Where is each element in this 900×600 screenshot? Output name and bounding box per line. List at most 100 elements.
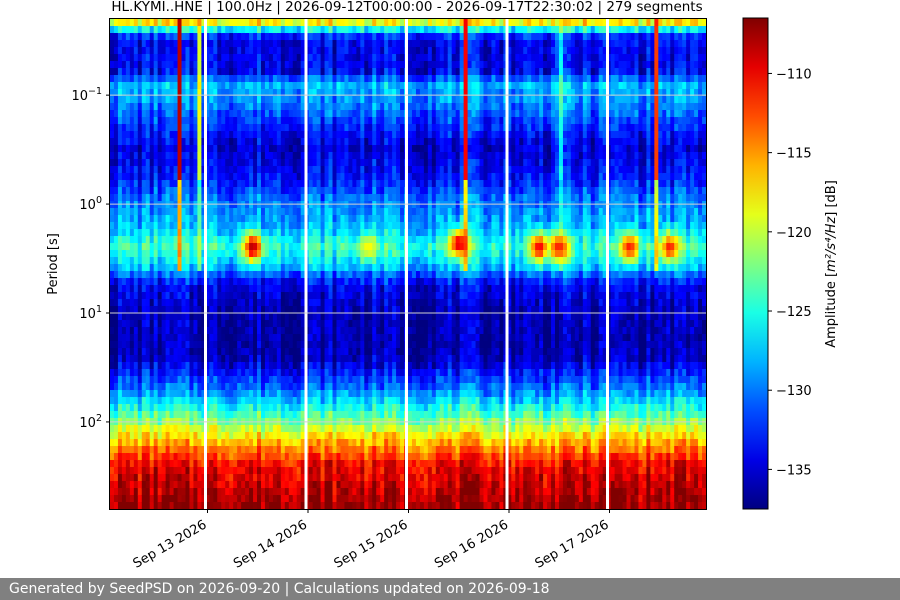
heatmap-cell bbox=[388, 404, 393, 412]
heatmap-cell bbox=[157, 376, 163, 384]
heatmap-cell bbox=[217, 264, 222, 272]
heatmap-cell bbox=[384, 124, 389, 132]
heatmap-cell bbox=[332, 236, 338, 244]
heatmap-cell bbox=[110, 117, 115, 125]
heatmap-cell bbox=[264, 138, 270, 146]
heatmap-cell bbox=[233, 117, 238, 125]
heatmap-cell bbox=[117, 474, 123, 482]
heatmap-cell bbox=[380, 250, 385, 258]
heatmap-cell bbox=[288, 348, 294, 356]
heatmap-cell bbox=[368, 362, 373, 370]
heatmap-cell bbox=[121, 495, 127, 503]
heatmap-cell bbox=[292, 446, 298, 454]
heatmap-cell bbox=[292, 117, 298, 125]
heatmap-cell bbox=[177, 348, 183, 356]
heatmap-cell bbox=[221, 313, 226, 321]
heatmap-cell bbox=[110, 236, 115, 244]
heatmap-cell bbox=[312, 341, 318, 349]
heatmap-cell bbox=[253, 110, 258, 118]
heatmap-cell bbox=[189, 348, 195, 356]
heatmap-cell bbox=[272, 26, 278, 34]
heatmap-cell bbox=[320, 292, 326, 300]
heatmap-cell bbox=[356, 75, 361, 83]
heatmap-cell bbox=[181, 467, 187, 475]
heatmap-cell bbox=[260, 334, 266, 342]
heatmap-cell bbox=[344, 215, 349, 223]
heatmap-cell bbox=[352, 390, 357, 398]
heatmap-cell bbox=[356, 299, 361, 307]
heatmap-cell bbox=[189, 313, 195, 321]
heatmap-cell bbox=[328, 152, 334, 160]
heatmap-cell bbox=[161, 334, 167, 342]
heatmap-cell bbox=[257, 75, 262, 83]
heatmap-cell bbox=[149, 89, 155, 97]
heatmap-cell bbox=[125, 33, 131, 41]
heatmap-cell bbox=[121, 390, 127, 398]
heatmap-cell bbox=[209, 299, 214, 307]
heatmap-cell bbox=[312, 257, 318, 265]
heatmap-cell bbox=[296, 411, 302, 419]
heatmap-cell bbox=[149, 117, 155, 125]
heatmap-cell bbox=[209, 40, 214, 48]
heatmap-cell bbox=[392, 152, 397, 160]
heatmap-cell bbox=[276, 138, 282, 146]
heatmap-cell bbox=[276, 467, 282, 475]
heatmap-cell bbox=[110, 411, 115, 419]
heatmap-cell bbox=[249, 250, 254, 258]
heatmap-cell bbox=[245, 271, 250, 279]
heatmap-cell bbox=[225, 264, 230, 272]
heatmap-cell bbox=[388, 285, 393, 293]
heatmap-cell bbox=[312, 313, 318, 321]
heatmap-cell bbox=[312, 243, 318, 251]
heatmap-cell bbox=[336, 138, 342, 146]
heatmap-cell bbox=[129, 341, 135, 349]
heatmap-cell bbox=[372, 194, 377, 202]
heatmap-cell bbox=[384, 201, 389, 209]
heatmap-cell bbox=[257, 481, 262, 489]
heatmap-cell bbox=[173, 117, 179, 125]
heatmap-cell bbox=[165, 138, 171, 146]
heatmap-cell bbox=[137, 222, 143, 230]
heatmap-cell bbox=[344, 236, 349, 244]
heatmap-cell bbox=[364, 257, 369, 265]
heatmap-cell bbox=[308, 327, 314, 335]
heatmap-cell bbox=[268, 236, 274, 244]
heatmap-cell bbox=[332, 299, 338, 307]
heatmap-cell bbox=[249, 68, 254, 76]
heatmap-cell bbox=[320, 397, 326, 405]
heatmap-cell bbox=[197, 201, 202, 209]
heatmap-cell bbox=[360, 285, 365, 293]
heatmap-cell bbox=[372, 376, 377, 384]
heatmap-cell bbox=[372, 320, 377, 328]
heatmap-cell bbox=[241, 243, 246, 251]
heatmap-cell bbox=[324, 257, 330, 265]
heatmap-cell bbox=[300, 474, 306, 482]
heatmap-cell bbox=[117, 103, 123, 111]
heatmap-cell bbox=[320, 229, 326, 237]
heatmap-cell bbox=[332, 306, 338, 314]
heatmap-cell bbox=[356, 348, 361, 356]
heatmap-cell bbox=[110, 222, 115, 230]
heatmap-cell bbox=[340, 40, 346, 48]
heatmap-cell bbox=[205, 131, 210, 139]
heatmap-cell bbox=[169, 383, 175, 391]
heatmap-cell bbox=[209, 124, 214, 132]
heatmap-cell bbox=[125, 397, 131, 405]
heatmap-cell bbox=[372, 131, 377, 139]
heatmap-cell bbox=[117, 439, 123, 447]
heatmap-cell bbox=[284, 124, 290, 132]
heatmap-cell bbox=[165, 432, 171, 440]
heatmap-cell bbox=[149, 334, 155, 342]
heatmap-cell bbox=[384, 278, 389, 286]
heatmap-cell bbox=[213, 117, 218, 125]
heatmap-cell bbox=[320, 306, 326, 314]
heatmap-cell bbox=[181, 313, 187, 321]
heatmap-cell bbox=[316, 68, 322, 76]
heatmap-cell bbox=[268, 222, 274, 230]
heatmap-cell bbox=[209, 145, 214, 153]
heatmap-cell bbox=[165, 19, 171, 27]
heatmap-cell bbox=[348, 362, 353, 370]
heatmap-cell bbox=[312, 229, 318, 237]
heatmap-cell bbox=[213, 201, 218, 209]
heatmap-cell bbox=[316, 271, 322, 279]
